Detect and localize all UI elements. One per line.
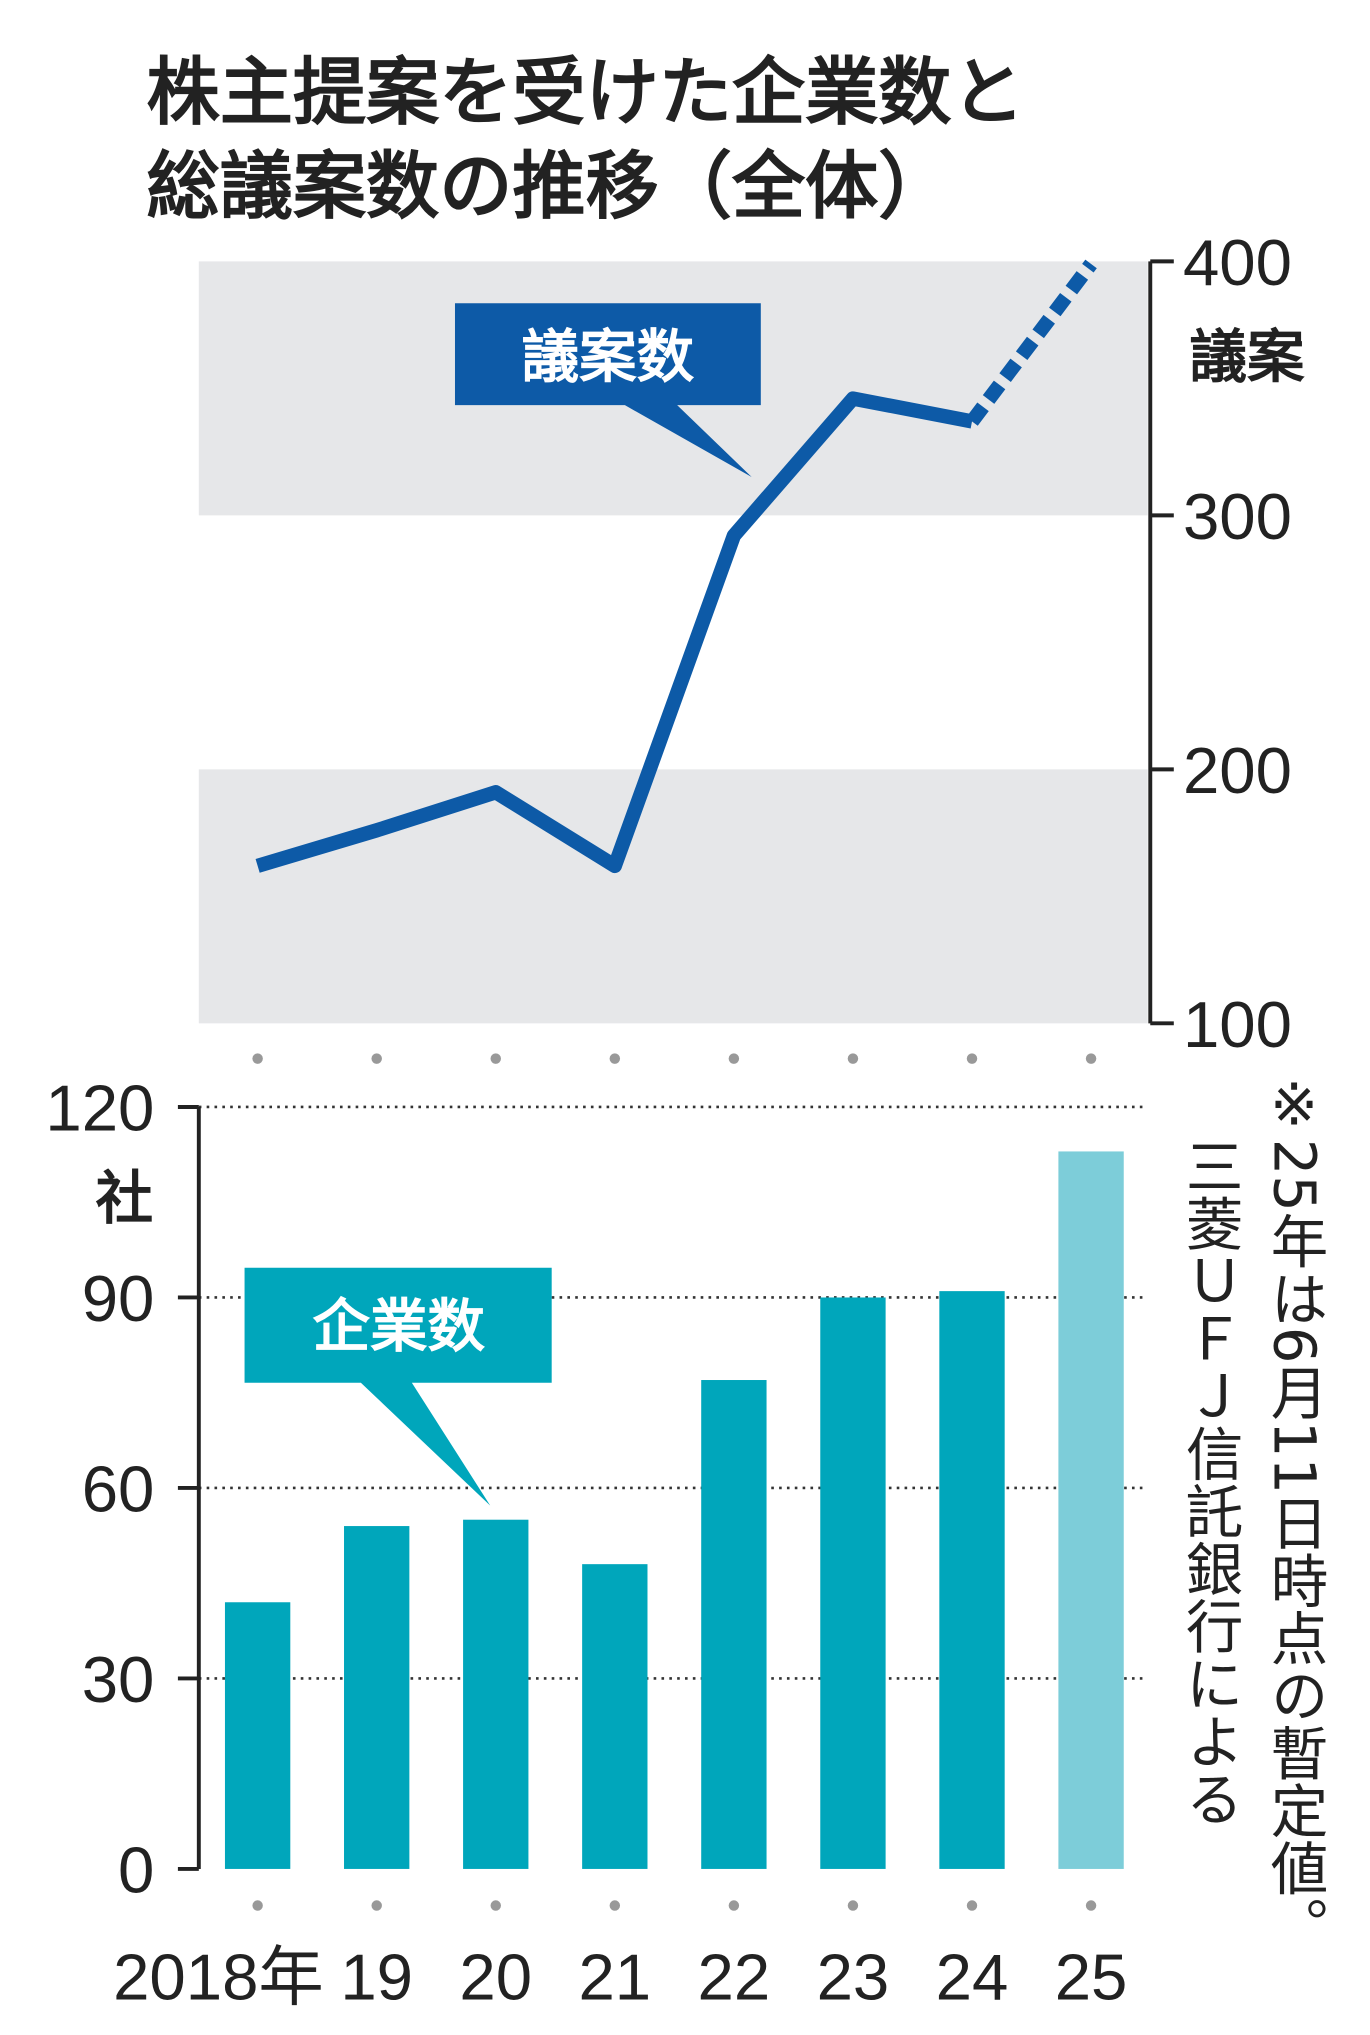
- y-tick-label: 100: [1183, 988, 1292, 1061]
- x-dot: [609, 1900, 621, 1911]
- bar: [820, 1297, 886, 1869]
- y-tick-label: 0: [118, 1833, 154, 1906]
- y-tick-label: 200: [1183, 734, 1292, 807]
- x-tick-label: 25: [1055, 1941, 1128, 2014]
- x-dot: [371, 1053, 382, 1064]
- x-tick-label: 23: [817, 1941, 890, 2014]
- bar: [582, 1564, 648, 1869]
- y-tick-label: 60: [82, 1452, 155, 1525]
- annotation: 企業数: [313, 1293, 486, 1360]
- x-tick-label: 20: [459, 1941, 532, 2014]
- title-line: 株主提案を受けた企業数と: [147, 51, 1025, 136]
- axis-label: 議案: [1189, 323, 1304, 390]
- x-tick-label: 19: [340, 1941, 413, 2014]
- bar: [463, 1519, 529, 1869]
- bar: [224, 1602, 291, 1869]
- x-dot: [490, 1053, 501, 1064]
- y-tick-label: 30: [82, 1643, 155, 1716]
- x-dot: [252, 1053, 263, 1064]
- note-line: 三菱ＵＦＪ信託銀行による: [1176, 1137, 1243, 1827]
- x-tick-label: 22: [698, 1941, 771, 2014]
- x-tick-label: 2018年: [113, 1941, 324, 2014]
- x-dot: [728, 1053, 740, 1064]
- x-dot: [847, 1053, 859, 1064]
- y-tick-label: 400: [1183, 226, 1292, 299]
- bar: [344, 1526, 410, 1869]
- x-dot: [1085, 1053, 1097, 1064]
- callout-box: [244, 1267, 552, 1506]
- x-dot: [966, 1053, 978, 1064]
- callout-box: [454, 303, 761, 478]
- bar: [1058, 1151, 1124, 1869]
- x-dot: [728, 1900, 740, 1911]
- line: [255, 391, 974, 874]
- x-tick-label: 24: [936, 1941, 1009, 2014]
- x-dot: [252, 1900, 263, 1911]
- note-line: ※25年は6月11日時点の暫定値。: [1261, 1072, 1329, 1954]
- y-tick-label: 90: [82, 1262, 155, 1335]
- x-dot: [847, 1900, 859, 1911]
- x-tick-label: 21: [578, 1941, 651, 2014]
- x-dot: [966, 1900, 978, 1911]
- title-line: 総議案数の推移（全体）: [147, 145, 952, 230]
- x-dot: [609, 1053, 621, 1064]
- axis-label: 社: [96, 1165, 154, 1232]
- x-dot: [371, 1900, 382, 1911]
- y-tick-label: 300: [1183, 480, 1292, 553]
- band: [198, 769, 1148, 1024]
- annotation: 議案数: [522, 323, 695, 390]
- y-tick-label: 120: [45, 1072, 154, 1145]
- x-dot: [1085, 1900, 1097, 1911]
- bar: [939, 1291, 1005, 1869]
- line-provisional: [966, 259, 1097, 426]
- bar: [701, 1380, 767, 1869]
- x-dot: [490, 1900, 501, 1911]
